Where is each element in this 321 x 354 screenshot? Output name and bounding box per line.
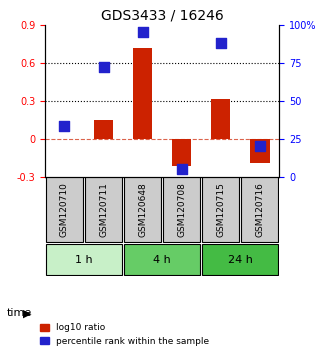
FancyBboxPatch shape <box>124 244 200 275</box>
FancyBboxPatch shape <box>46 177 83 242</box>
Bar <box>94 120 113 139</box>
FancyBboxPatch shape <box>163 177 200 242</box>
Text: 24 h: 24 h <box>228 255 253 264</box>
Point <box>62 124 67 129</box>
Text: ▶: ▶ <box>22 308 31 318</box>
Text: GSM120711: GSM120711 <box>99 182 108 237</box>
FancyBboxPatch shape <box>202 244 279 275</box>
Bar <box>211 99 230 139</box>
Bar <box>250 139 270 162</box>
Point <box>101 64 106 70</box>
FancyBboxPatch shape <box>124 177 161 242</box>
Text: GSM120708: GSM120708 <box>177 182 186 237</box>
FancyBboxPatch shape <box>241 177 279 242</box>
Point <box>257 143 262 149</box>
Text: GSM120716: GSM120716 <box>255 182 264 237</box>
Text: 1 h: 1 h <box>75 255 93 264</box>
Text: GSM120715: GSM120715 <box>216 182 225 237</box>
Text: GSM120710: GSM120710 <box>60 182 69 237</box>
Bar <box>133 47 152 139</box>
FancyBboxPatch shape <box>46 244 122 275</box>
FancyBboxPatch shape <box>85 177 122 242</box>
Title: GDS3433 / 16246: GDS3433 / 16246 <box>101 8 223 22</box>
Text: GSM120648: GSM120648 <box>138 182 147 237</box>
Point <box>218 40 223 46</box>
FancyBboxPatch shape <box>202 177 239 242</box>
Legend: log10 ratio, percentile rank within the sample: log10 ratio, percentile rank within the … <box>37 320 213 349</box>
Point <box>140 29 145 35</box>
Text: 4 h: 4 h <box>153 255 171 264</box>
Point <box>179 166 184 172</box>
Bar <box>172 139 191 166</box>
Text: time: time <box>6 308 32 318</box>
